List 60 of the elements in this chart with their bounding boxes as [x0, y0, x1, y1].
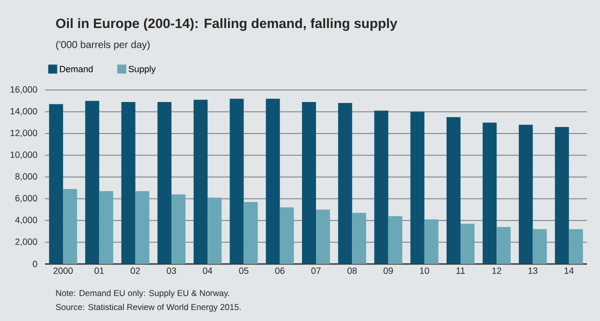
source-note: Source: Statistical Review of World Energy 2015.	[56, 304, 241, 312]
bar	[410, 112, 424, 264]
bar	[85, 100, 100, 264]
bar	[568, 229, 583, 264]
bar	[446, 117, 461, 264]
y-tick-label: 6,000	[15, 195, 38, 202]
x-tick-label: 2000	[54, 268, 73, 274]
y-tick-label: 10,000	[10, 152, 38, 159]
x-tick-label: 03	[166, 268, 176, 274]
y-tick-label: 8,000	[15, 173, 38, 181]
bar	[266, 98, 280, 264]
bar	[554, 126, 569, 264]
bar	[208, 198, 222, 264]
text: Note: Demand EU only: Supply EU & Norway.	[56, 290, 230, 298]
bar	[496, 227, 511, 264]
x-tick-label: 09	[384, 268, 393, 274]
bar	[99, 191, 114, 264]
chart-subtitle: ('000 barrels per day)	[56, 40, 150, 50]
x-tick-label: 04	[202, 268, 212, 274]
x-tick-label: 05	[239, 268, 248, 274]
legend-label: Demand	[60, 66, 93, 72]
bar	[194, 100, 208, 264]
y-tick-label: 2,000	[15, 238, 38, 246]
bar	[532, 229, 547, 264]
bar	[157, 102, 172, 264]
bar	[316, 210, 330, 264]
chart-title: Oil in Europe (200-14): Falling demand, falling supply	[56, 18, 398, 31]
bar	[388, 216, 402, 264]
x-tick-label: 11	[456, 268, 465, 274]
bar	[302, 102, 316, 264]
y-tick-label: 14,000	[10, 108, 38, 116]
bar	[424, 219, 438, 264]
x-tick-label: 10	[420, 268, 430, 274]
bar	[230, 98, 244, 264]
bar	[280, 207, 294, 264]
bar	[171, 194, 186, 264]
bar	[352, 212, 366, 264]
bar	[482, 122, 497, 264]
bar	[374, 110, 388, 264]
x-tick-label: 07	[311, 268, 321, 274]
bar	[460, 224, 475, 264]
bar	[244, 202, 258, 264]
x-tick-label: 08	[347, 268, 357, 274]
bar	[49, 104, 64, 264]
x-tick-label: 12	[492, 268, 502, 274]
y-tick-label: 16,000	[10, 86, 38, 94]
bar	[63, 188, 78, 264]
x-tick-label: 01	[94, 268, 104, 274]
bar	[135, 191, 150, 264]
y-tick-label: 0	[32, 260, 38, 268]
y-tick-label: 12,000	[10, 130, 38, 138]
x-tick-label: 14	[564, 268, 574, 274]
x-tick-label: 06	[275, 268, 284, 274]
legend-label: Supply	[128, 66, 156, 74]
x-tick-label: 13	[528, 268, 538, 274]
y-tick-label: 4,000	[15, 216, 38, 224]
x-tick-label: 02	[130, 268, 140, 274]
bar	[518, 124, 533, 264]
bar	[338, 103, 352, 264]
bar	[121, 102, 136, 264]
